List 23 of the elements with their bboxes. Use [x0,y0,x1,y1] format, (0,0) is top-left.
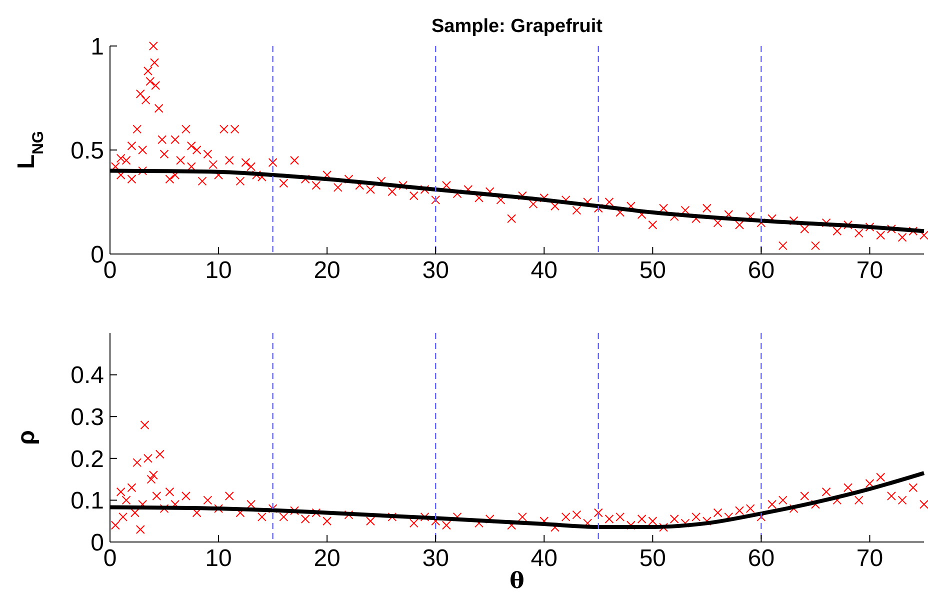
x-tick-label: 70 [856,257,884,284]
x-tick-label: 40 [530,257,558,284]
y-tick-label: 0.3 [70,404,104,431]
x-tick-label: 40 [530,545,558,572]
y-tick-label: 0.1 [70,488,104,515]
x-tick-label: 50 [639,257,666,284]
x-tick-label: 10 [205,545,232,572]
x-tick-label: 50 [639,545,666,572]
x-tick-label: 60 [748,257,775,284]
x-tick-label: 30 [422,257,449,284]
x-tick-label: 60 [748,545,775,572]
chart-title: Sample: Grapefruit [431,16,604,37]
y-tick-label: 0.2 [70,446,104,473]
x-tick-label: 70 [856,545,884,572]
x-tick-label: 20 [314,257,340,284]
y-axis-title: ρ [13,430,40,445]
x-axis-title: θ [510,568,524,594]
y-tick-label: 0.5 [70,137,104,164]
x-tick-label: 20 [314,545,340,572]
x-tick-label: 10 [205,257,232,284]
y-tick-label: 0.4 [70,362,104,390]
y-tick-label: 1 [90,33,104,60]
x-tick-label: 30 [422,545,449,572]
